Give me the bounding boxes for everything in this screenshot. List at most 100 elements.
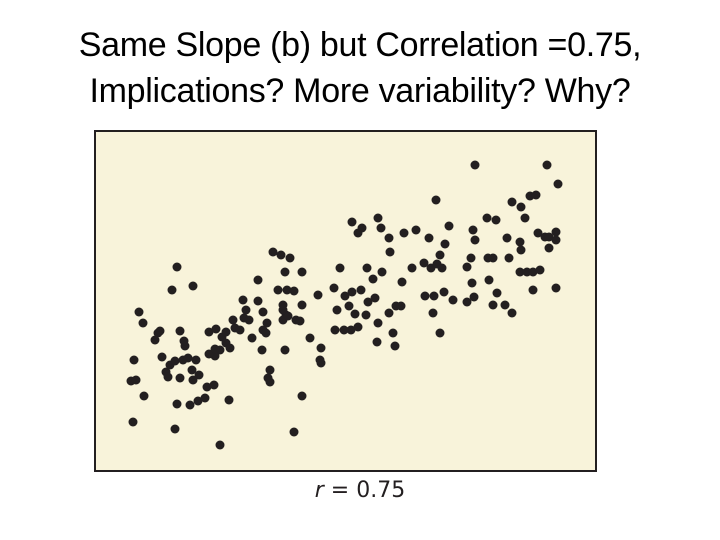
data-point	[183, 353, 193, 363]
data-point	[340, 291, 350, 301]
data-point	[520, 213, 530, 223]
data-point	[429, 291, 439, 301]
data-point	[492, 288, 502, 298]
data-point	[507, 308, 517, 318]
data-point	[491, 215, 501, 225]
data-point	[542, 160, 552, 170]
data-point	[368, 274, 378, 284]
data-point	[507, 197, 517, 207]
data-point	[502, 233, 512, 243]
data-point	[411, 225, 421, 235]
data-point	[344, 301, 354, 311]
data-point	[221, 327, 231, 337]
data-point	[469, 292, 479, 302]
data-point	[384, 233, 394, 243]
data-point	[484, 275, 494, 285]
data-point	[553, 179, 563, 189]
data-point	[470, 235, 480, 245]
data-point	[462, 297, 472, 307]
data-point	[202, 382, 212, 392]
data-point	[468, 225, 478, 235]
data-point	[329, 283, 339, 293]
data-point	[155, 326, 165, 336]
data-point	[370, 293, 380, 303]
data-point	[297, 267, 307, 277]
data-point	[295, 316, 305, 326]
data-point	[253, 296, 263, 306]
data-point	[228, 315, 238, 325]
data-point	[388, 328, 398, 338]
data-point	[373, 318, 383, 328]
data-point	[280, 345, 290, 355]
data-point	[170, 356, 180, 366]
data-point	[440, 239, 450, 249]
data-point	[263, 373, 273, 383]
data-point	[175, 326, 185, 336]
data-point	[533, 228, 543, 238]
data-point	[551, 227, 561, 237]
data-point	[179, 336, 189, 346]
data-point	[462, 262, 472, 272]
data-point	[289, 286, 299, 296]
data-point	[528, 267, 538, 277]
data-point	[244, 315, 254, 325]
data-point	[209, 380, 219, 390]
correlation-caption: r = 0.75	[260, 478, 460, 503]
data-point	[262, 318, 272, 328]
data-point	[238, 295, 248, 305]
data-point	[362, 263, 372, 273]
data-point	[163, 372, 173, 382]
data-point	[247, 333, 257, 343]
data-point	[225, 343, 235, 353]
data-point	[185, 400, 195, 410]
data-point	[172, 399, 182, 409]
data-point	[188, 375, 198, 385]
data-point	[488, 253, 498, 263]
data-point	[285, 253, 295, 263]
data-point	[257, 345, 267, 355]
data-point	[191, 355, 201, 365]
data-point	[282, 285, 292, 295]
data-point	[276, 250, 286, 260]
data-point	[470, 160, 480, 170]
data-point	[297, 300, 307, 310]
data-point	[297, 391, 307, 401]
data-point	[241, 305, 251, 315]
data-point	[444, 221, 454, 231]
data-point	[347, 287, 357, 297]
data-point	[224, 395, 234, 405]
data-point	[504, 253, 514, 263]
data-point	[488, 300, 498, 310]
data-point	[376, 223, 386, 233]
data-point	[397, 277, 407, 287]
data-point	[193, 396, 203, 406]
data-point	[235, 325, 245, 335]
data-point	[384, 308, 394, 318]
data-point	[516, 245, 526, 255]
data-point	[200, 393, 210, 403]
data-point	[466, 253, 476, 263]
data-point	[131, 375, 141, 385]
data-point	[357, 223, 367, 233]
data-point	[372, 337, 382, 347]
data-point	[439, 287, 449, 297]
data-point	[448, 295, 458, 305]
slide-title: Same Slope (b) but Correlation =0.75, Im…	[0, 22, 720, 114]
data-point	[396, 301, 406, 311]
scatter-plot-frame	[94, 130, 597, 472]
data-point	[258, 307, 268, 317]
data-point	[150, 335, 160, 345]
data-point	[377, 267, 387, 277]
data-point	[170, 424, 180, 434]
data-point	[515, 267, 525, 277]
data-point	[167, 285, 177, 295]
data-point	[188, 281, 198, 291]
data-point	[353, 322, 363, 332]
data-point	[339, 325, 349, 335]
data-point	[265, 365, 275, 375]
data-point	[316, 343, 326, 353]
data-point	[346, 325, 356, 335]
data-point	[157, 352, 167, 362]
data-point	[261, 328, 271, 338]
